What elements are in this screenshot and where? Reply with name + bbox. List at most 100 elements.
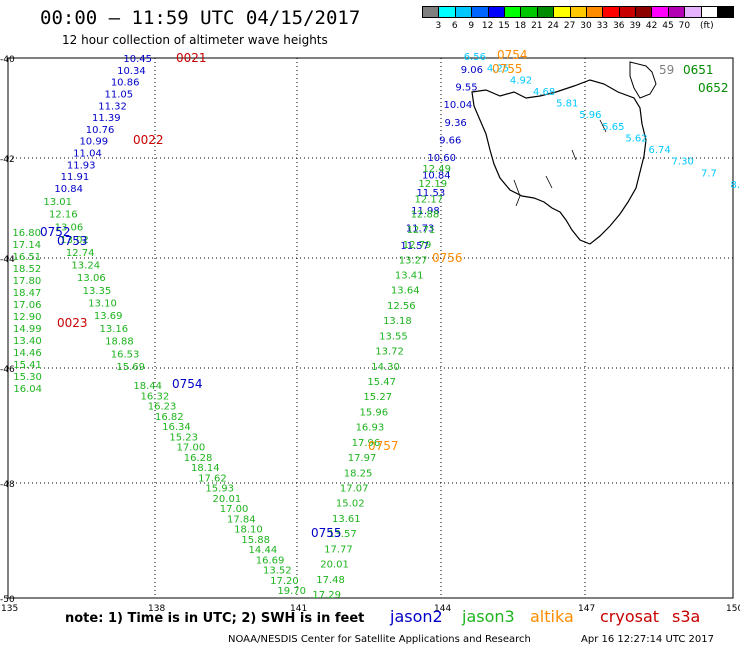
longitude-label: 144	[434, 604, 451, 614]
wave-height-label: 9.66	[439, 135, 461, 146]
wave-height-label: 17.14	[12, 240, 41, 251]
wave-height-label: 10.99	[79, 137, 108, 148]
flinders-island	[629, 61, 657, 99]
wave-height-label: 16.69	[256, 555, 285, 566]
wave-height-label: 12.88	[411, 210, 440, 221]
latitude-label: -48	[0, 480, 15, 490]
wave-height-label: 12.19	[418, 179, 447, 190]
longitude-label: 150	[726, 604, 740, 614]
wave-height-label: 11.04	[73, 149, 102, 160]
wave-height-label: 18.44	[133, 381, 162, 392]
wave-height-label: 13.16	[100, 324, 129, 335]
colorbar-label: 36	[613, 21, 625, 31]
wave-height-label: 5.62	[625, 133, 647, 144]
wave-height-label: 15.47	[367, 377, 396, 388]
wave-height-label: 17.97	[348, 453, 377, 464]
wave-height-label: 10.84	[54, 184, 83, 195]
wave-height-label: 10.34	[117, 66, 146, 77]
pass-time-label: 0755	[311, 526, 342, 540]
pass-time-label: 0022	[133, 133, 164, 147]
wave-height-label: 13.18	[383, 316, 412, 327]
wave-height-label: 17.00	[177, 443, 206, 454]
wave-height-label: 11.93	[67, 160, 96, 171]
wave-height-label: 8.	[730, 180, 740, 191]
colorbar-label: 30	[580, 21, 592, 31]
wave-height-label: 13.35	[83, 286, 112, 297]
colorbar-swatch	[717, 6, 735, 18]
wave-height-label: 17.77	[324, 544, 353, 555]
wave-height-label: 16.51	[13, 252, 42, 263]
pass-time-label: 0757	[368, 439, 399, 453]
wave-height-label: 10.04	[444, 100, 473, 111]
wave-height-label: 16.93	[356, 423, 385, 434]
wave-height-label: 13.72	[375, 347, 404, 358]
wave-height-label: 12.90	[13, 312, 42, 323]
wave-height-label: 15.02	[336, 499, 365, 510]
wave-height-label: 12.16	[49, 210, 78, 221]
wave-height-label: 13.55	[379, 331, 408, 342]
wave-height-label: 11.39	[92, 113, 121, 124]
tasmania-landmass	[471, 79, 647, 245]
pass-time-label: 0023	[57, 316, 88, 330]
colorbar-label: 24	[547, 21, 559, 31]
wave-height-label: 13.01	[43, 197, 72, 208]
wave-height-label: 18.25	[344, 468, 373, 479]
colorbar-label: 70	[678, 21, 691, 31]
wave-height-label: 17.80	[13, 276, 42, 287]
wave-height-label: 5.96	[579, 110, 601, 121]
wave-height-label: 15.23	[169, 432, 198, 443]
wave-height-label: 10.60	[427, 153, 456, 164]
wave-height-label: 13.52	[263, 566, 292, 577]
wave-height-label: 4.92	[510, 75, 532, 86]
wave-height-label: 18.52	[13, 264, 42, 275]
wave-height-label: 16.82	[155, 412, 184, 423]
wave-height-label: 12.71	[407, 225, 436, 236]
wave-height-label: 17.48	[316, 575, 345, 586]
legend-item-jason3: jason3	[462, 607, 515, 626]
legend-item-s3a: s3a	[672, 607, 701, 626]
wave-height-label: 13.61	[332, 514, 361, 525]
legend-item-altika: altika	[530, 607, 574, 626]
wave-height-label: 16.34	[162, 422, 191, 433]
pass-time-label: 0756	[432, 251, 463, 265]
wave-height-label: 6.74	[648, 145, 670, 156]
wave-height-label: 17.96	[352, 438, 381, 449]
wave-height-label: 17.07	[340, 484, 369, 495]
colorbar-label: 6	[451, 21, 458, 31]
wave-height-label: 14.44	[249, 545, 278, 556]
wave-height-label: 20.01	[213, 494, 242, 505]
wave-height-label: 15.93	[205, 484, 234, 495]
wave-height-label: 13.41	[395, 271, 424, 282]
wave-height-label: 5.81	[556, 99, 578, 110]
colorbar-label: 15	[498, 21, 510, 31]
wave-height-label: 11.91	[61, 172, 90, 183]
wave-height-label: 12.56	[387, 301, 416, 312]
latitude-label: -50	[0, 595, 15, 605]
wave-height-label: 13.40	[13, 336, 42, 347]
map-title: 00:00 – 11:59 UTC 04/15/2017	[40, 7, 361, 29]
latitude-label: -40	[0, 55, 15, 65]
pass-time-label: 0752	[40, 225, 71, 239]
wave-height-label: 10.76	[86, 125, 115, 136]
wave-height-label: 11.98	[411, 206, 440, 217]
wave-height-label: 17.84	[227, 514, 256, 525]
colorbar-label: 45	[662, 21, 674, 31]
colorbar-label: 21	[531, 21, 543, 31]
wave-height-label: 12.49	[422, 164, 451, 175]
wave-height-label: 13.57	[328, 529, 357, 540]
wave-height-label: 17.62	[198, 473, 227, 484]
pass-time-label: 59	[659, 63, 674, 77]
wave-height-label: 9.36	[445, 118, 467, 129]
wave-height-label: 16.04	[13, 384, 42, 395]
wave-height-label: 20.01	[320, 560, 349, 571]
colorbar-label: 39	[629, 21, 641, 31]
map-subtitle: 12 hour collection of altimeter wave hei…	[62, 33, 328, 47]
latitude-label: -42	[0, 155, 15, 165]
wave-height-label: 7.7	[701, 168, 717, 179]
colorbar-label: 9	[468, 21, 475, 31]
latitude-label: -46	[0, 365, 15, 375]
wave-height-label: 12.17	[415, 194, 444, 205]
colorbar-label: 18	[514, 21, 527, 31]
longitude-label: 141	[290, 604, 307, 614]
colorbar-labels: 3 6 9 12 15 18 21 24 27 30 33 36 39 42 45 70 (ft)	[422, 21, 732, 33]
